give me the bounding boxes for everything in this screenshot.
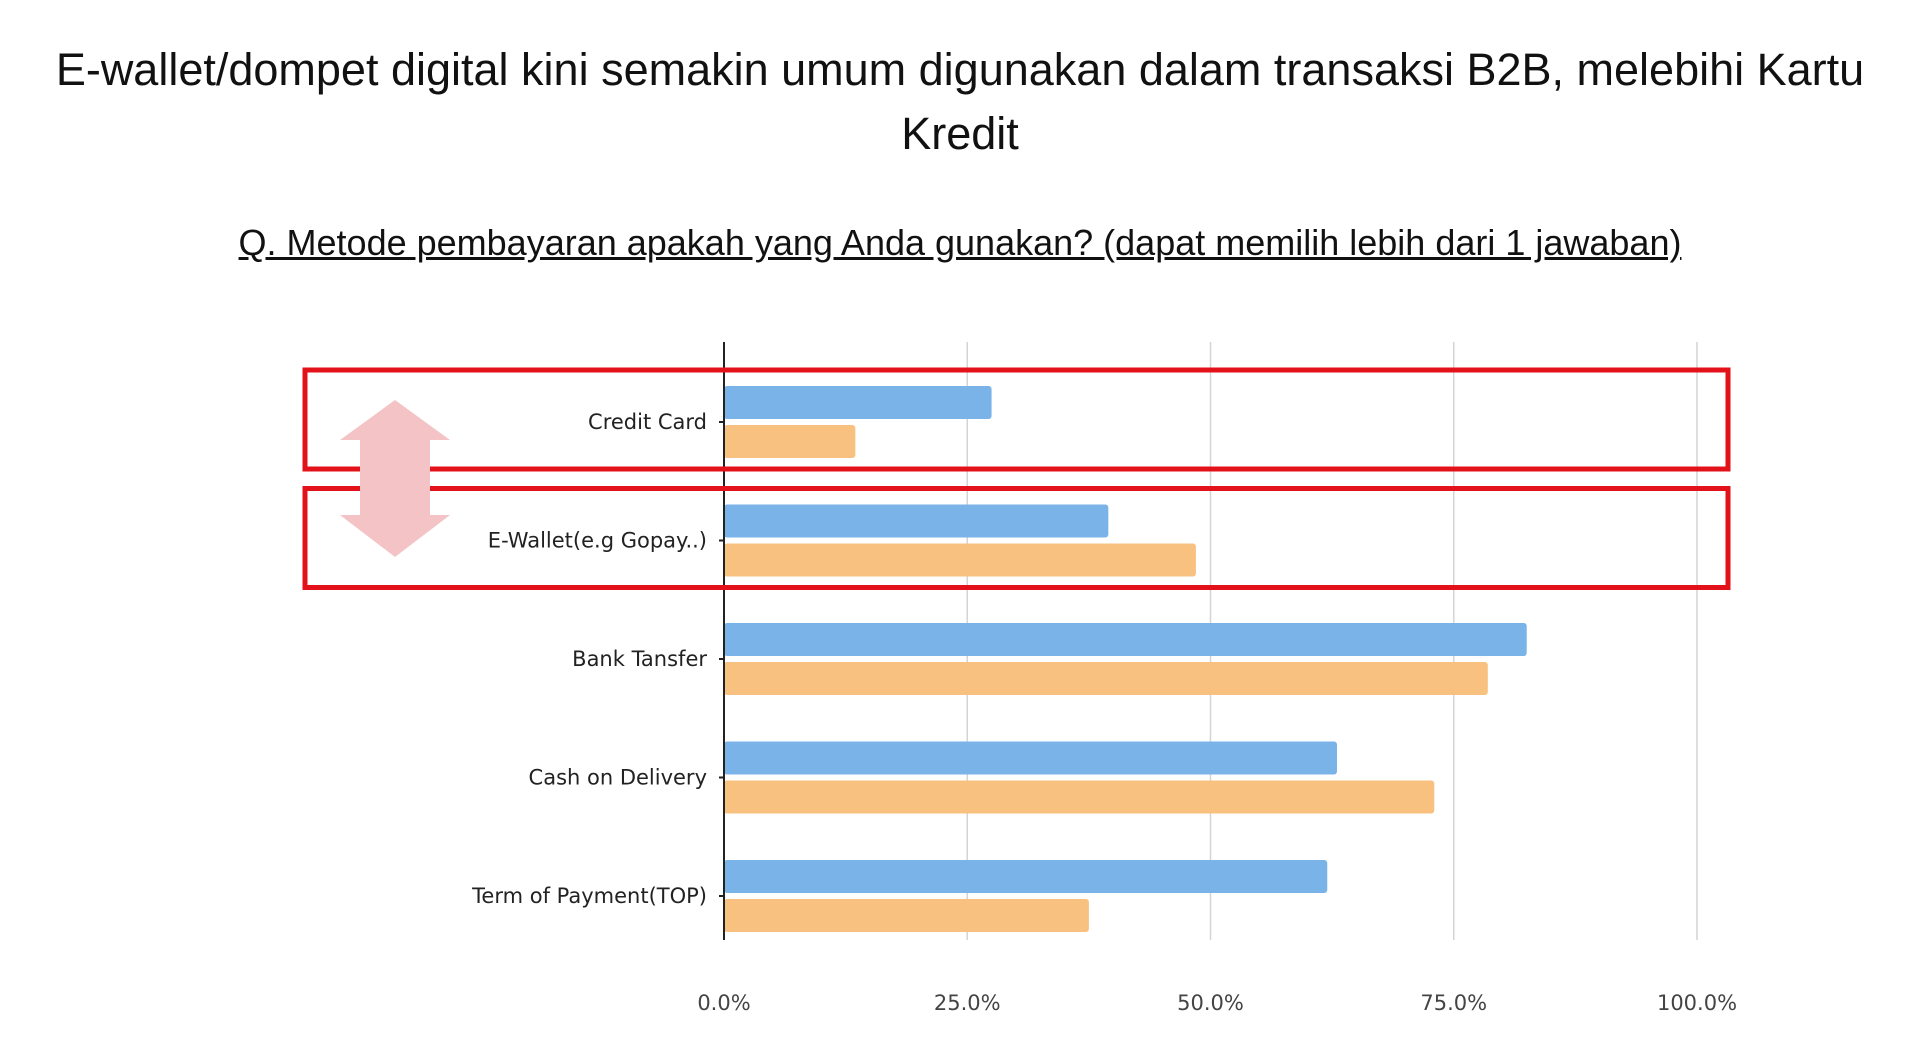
series-orange-bar — [724, 780, 1435, 814]
page-title: E-wallet/dompet digital kini semakin umu… — [55, 44, 1865, 159]
compare-arrow-icon — [340, 400, 450, 557]
series-blue-bar — [724, 623, 1527, 656]
series-orange-bar — [724, 425, 856, 458]
axes — [719, 342, 725, 940]
x-tick-label: 50.0% — [1177, 991, 1244, 1015]
category-label: E-Wallet(e.g Gopay..) — [488, 529, 707, 553]
series-blue-bar — [724, 860, 1328, 893]
category-label: Credit Card — [588, 410, 707, 434]
highlight-box — [302, 486, 1731, 590]
labels: 0.0% 25.0% 50.0% 75.0% 100.0% Credit Card E-Wa… — [471, 410, 1737, 1015]
bars — [724, 386, 1527, 932]
x-tick-label: 0.0% — [697, 991, 750, 1015]
highlight-box — [302, 367, 1731, 472]
series-blue-bar — [724, 741, 1337, 775]
x-tick-label: 75.0% — [1420, 991, 1487, 1015]
series-orange-bar — [724, 543, 1196, 577]
series-orange-bar — [724, 899, 1089, 932]
series-orange-bar — [724, 662, 1488, 695]
category-label: Cash on Delivery — [529, 766, 707, 790]
series-blue-bar — [724, 386, 992, 419]
x-tick-label: 25.0% — [934, 991, 1001, 1015]
category-label: Term of Payment(TOP) — [471, 884, 707, 908]
category-label: Bank Tansfer — [572, 647, 707, 671]
series-blue-bar — [724, 504, 1109, 538]
annotations — [302, 367, 1731, 590]
survey-question: Q. Metode pembayaran apakah yang Anda gu… — [238, 222, 1682, 263]
x-tick-label: 100.0% — [1657, 991, 1737, 1015]
